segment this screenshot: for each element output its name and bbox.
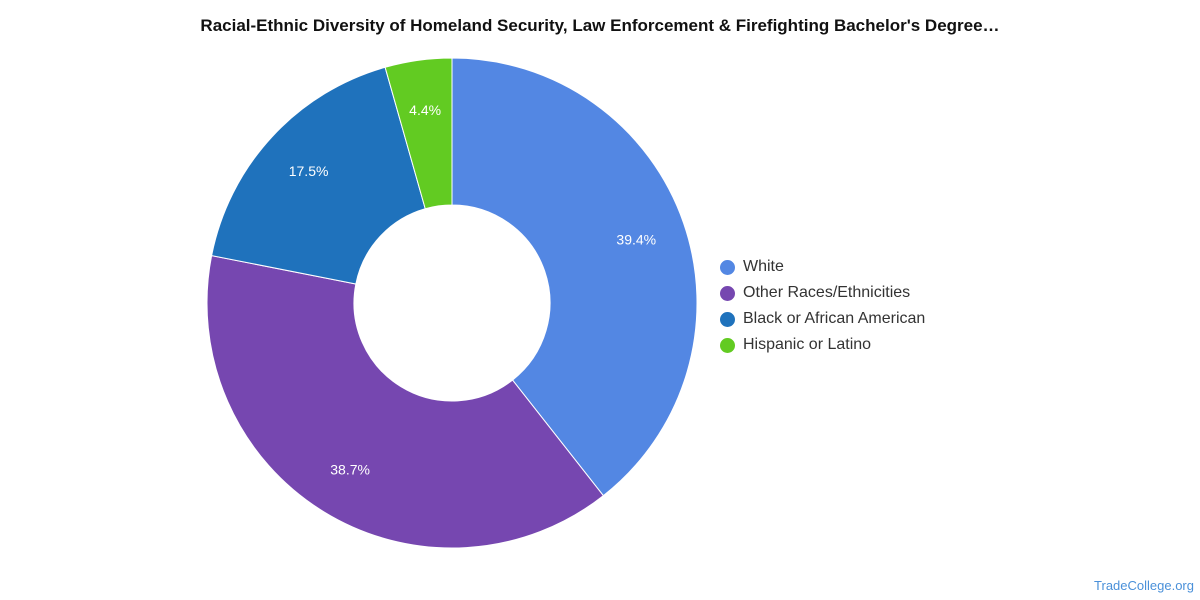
slice-label-black: 17.5%: [289, 163, 329, 179]
slice-label-other-races: 38.7%: [330, 461, 370, 477]
legend-swatch-black: [720, 311, 735, 327]
legend-item-hispanic[interactable]: Hispanic or Latino: [720, 332, 925, 358]
legend-item-black[interactable]: Black or African American: [720, 306, 925, 332]
legend-label-hispanic: Hispanic or Latino: [743, 336, 872, 353]
legend-label-other-races: Other Races/Ethnicities: [743, 284, 911, 301]
slice-hispanic[interactable]: [384, 57, 453, 210]
legend-label-black: Black or African American: [743, 310, 926, 327]
legend: White Other Races/Ethnicities Black or A…: [720, 254, 925, 358]
legend-swatch-hispanic: [720, 337, 735, 353]
legend-swatch-white: [720, 259, 735, 275]
legend-item-white[interactable]: White: [720, 254, 925, 280]
slice-label-hispanic: 4.4%: [409, 102, 441, 118]
legend-label-white: White: [743, 258, 784, 275]
source-link[interactable]: TradeCollege.org: [1094, 578, 1194, 593]
chart-title: Racial-Ethnic Diversity of Homeland Secu…: [200, 16, 1000, 35]
legend-item-other-races[interactable]: Other Races/Ethnicities: [720, 280, 925, 306]
legend-swatch-other-races: [720, 285, 735, 301]
slice-black[interactable]: [211, 66, 426, 285]
slice-label-white: 39.4%: [616, 231, 656, 247]
slice-white[interactable]: [451, 57, 698, 497]
slice-other-races[interactable]: [206, 254, 605, 549]
